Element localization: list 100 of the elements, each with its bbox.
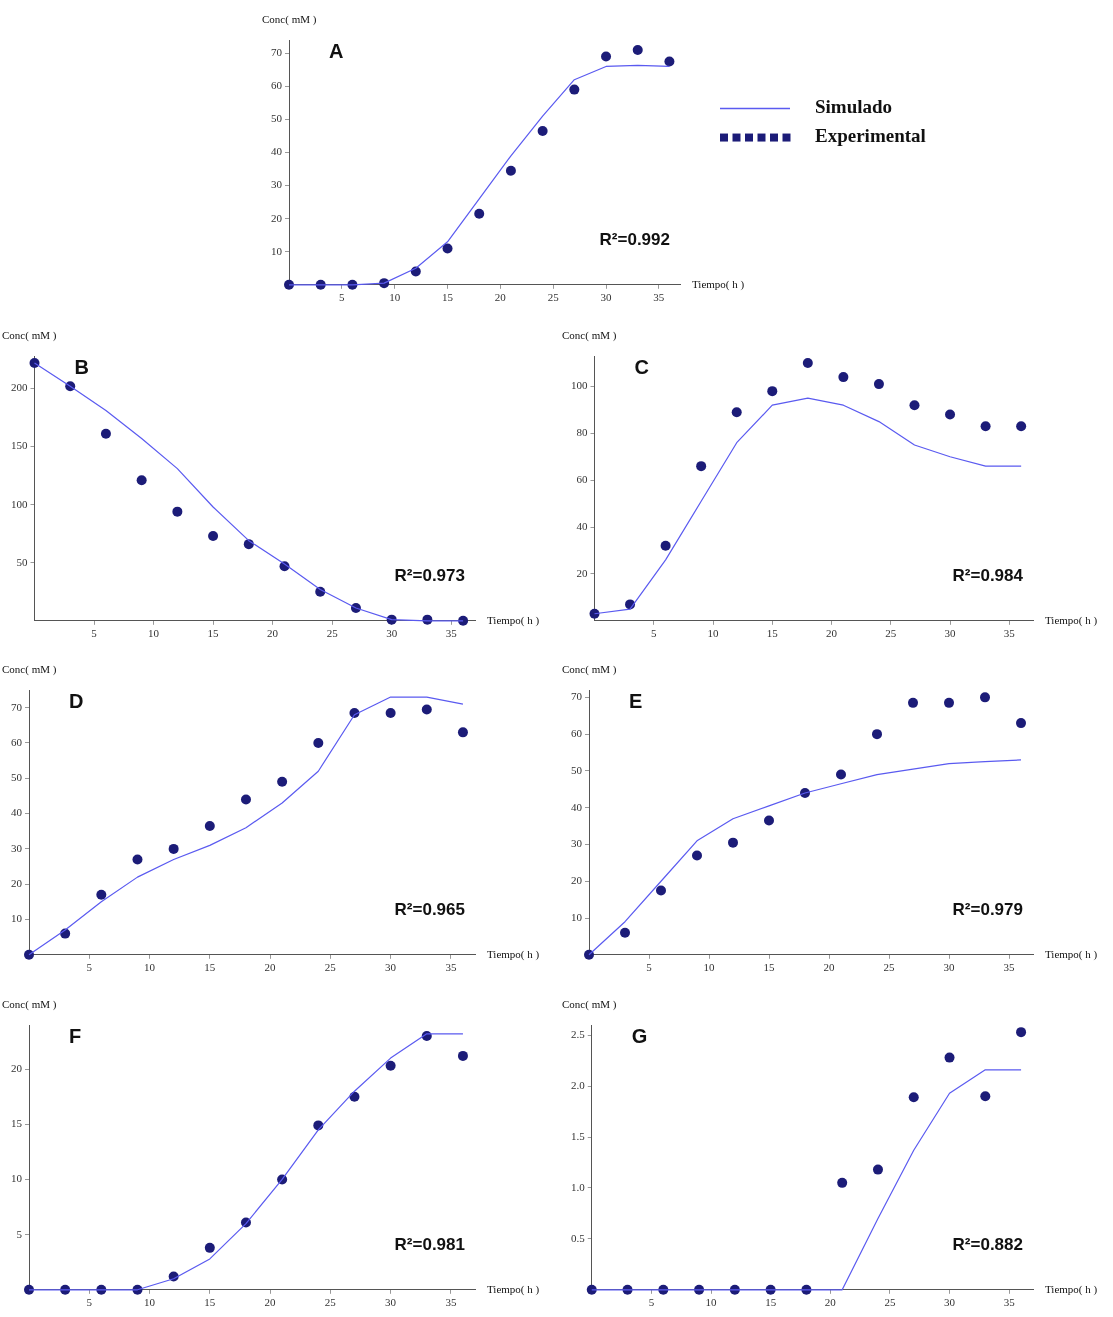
- point: [980, 421, 991, 432]
- y-tick-label: 60: [271, 79, 283, 92]
- x-axis-title: Tiempo( h ): [487, 1282, 540, 1296]
- x-tick-label: 30: [600, 291, 613, 304]
- point: [442, 243, 453, 254]
- x-tick-label: 15: [766, 627, 779, 640]
- x-tick-label: 10: [707, 627, 720, 640]
- point: [569, 84, 580, 95]
- x-axis-title: Tiempo( h ): [487, 947, 540, 961]
- x-tick-label: 5: [646, 961, 653, 974]
- y-tick-label: 20: [11, 1062, 23, 1075]
- point: [944, 697, 954, 708]
- point: [1016, 1027, 1027, 1038]
- y-tick-label: 1.0: [571, 1180, 586, 1193]
- x-tick-label: 5: [648, 1296, 655, 1309]
- x-tick-label: 5: [86, 961, 93, 974]
- x-tick-label: 20: [824, 1296, 837, 1309]
- point: [872, 1164, 883, 1175]
- point: [313, 737, 324, 748]
- point: [537, 125, 548, 136]
- point: [204, 1242, 215, 1253]
- x-tick-label: 35: [653, 291, 665, 304]
- y-tick-label: 150: [11, 439, 28, 452]
- point: [168, 843, 179, 854]
- point: [457, 1050, 468, 1061]
- x-tick-label: 25: [547, 291, 560, 304]
- y-axis-title: Conc( mM ): [2, 663, 57, 677]
- y-tick-label: 60: [11, 735, 23, 748]
- y-axis-title: Conc( mM ): [562, 663, 617, 677]
- point: [284, 279, 294, 290]
- legend-label: Simulado: [815, 96, 893, 118]
- legend-label: Experimental: [815, 125, 926, 147]
- point: [802, 358, 813, 369]
- annotation: R²=0.973: [394, 565, 465, 585]
- y-tick-label: 0.5: [571, 1231, 586, 1244]
- x-tick-label: 30: [944, 1296, 956, 1309]
- x-tick-label: 5: [339, 291, 346, 304]
- annotation: R²=0.984: [952, 565, 1024, 585]
- y-tick-label: 10: [11, 912, 23, 925]
- y-tick-label: 40: [11, 806, 23, 819]
- point: [589, 608, 600, 619]
- y-tick-label: 50: [16, 555, 28, 568]
- point: [767, 386, 778, 397]
- chart-title: A: [329, 39, 344, 62]
- x-tick-label: 35: [445, 1296, 457, 1309]
- x-tick-label: 10: [389, 291, 401, 304]
- point: [136, 475, 147, 486]
- point: [277, 776, 288, 787]
- point: [664, 56, 675, 67]
- x-tick-label: 10: [144, 1296, 156, 1309]
- y-tick-label: 20: [11, 877, 23, 890]
- point: [601, 51, 612, 62]
- y-axis-title: Conc( mM ): [562, 329, 617, 343]
- point: [1016, 718, 1026, 729]
- point: [505, 165, 516, 176]
- y-tick-label: 70: [271, 46, 283, 59]
- point: [945, 409, 956, 420]
- x-axis-title: Tiempo( h ): [1045, 947, 1098, 961]
- x-tick-label: 35: [445, 627, 458, 640]
- x-tick-label: 20: [826, 627, 838, 640]
- y-tick-label: 100: [571, 379, 588, 392]
- y-tick-label: 30: [11, 841, 23, 854]
- point: [474, 208, 485, 219]
- x-tick-label: 35: [1003, 627, 1016, 640]
- point: [29, 357, 40, 368]
- y-tick-label: 20: [571, 874, 583, 887]
- x-axis-title: Tiempo( h ): [487, 613, 540, 627]
- point: [100, 428, 111, 439]
- point: [458, 615, 469, 626]
- annotation: R²=0.981: [394, 1234, 465, 1254]
- point: [385, 1060, 396, 1071]
- point: [837, 1177, 848, 1188]
- point: [208, 531, 219, 542]
- point: [873, 379, 884, 390]
- y-tick-label: 40: [571, 800, 583, 813]
- point: [872, 729, 882, 740]
- point: [909, 400, 920, 411]
- x-tick-label: 15: [204, 1296, 216, 1309]
- y-tick-label: 20: [576, 566, 588, 579]
- point: [838, 372, 849, 383]
- point: [172, 506, 183, 517]
- point: [385, 707, 396, 718]
- point: [586, 1284, 597, 1295]
- point: [584, 949, 594, 960]
- x-tick-label: 25: [884, 1296, 896, 1309]
- y-tick-label: 10: [571, 910, 583, 923]
- y-tick-label: 20: [271, 211, 283, 224]
- y-tick-label: 50: [11, 771, 23, 784]
- y-tick-label: 15: [11, 1117, 23, 1130]
- y-tick-label: 30: [571, 837, 583, 850]
- y-axis-title: Conc( mM ): [2, 998, 57, 1012]
- x-tick-label: 30: [385, 1296, 397, 1309]
- y-tick-label: 100: [11, 497, 28, 510]
- x-axis-title: Tiempo( h ): [1045, 1282, 1098, 1296]
- y-axis-title: Conc( mM ): [2, 329, 57, 343]
- point: [764, 815, 774, 826]
- x-tick-label: 35: [445, 961, 457, 974]
- chart-title: F: [69, 1024, 82, 1047]
- annotation: R²=0.882: [952, 1234, 1023, 1254]
- x-tick-label: 20: [823, 961, 835, 974]
